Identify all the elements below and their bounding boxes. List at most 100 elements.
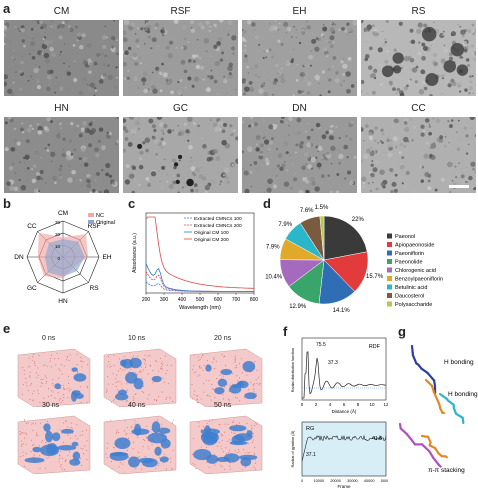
absorbance-series-4 <box>145 216 254 289</box>
radar-tick-0: 0 <box>57 256 60 261</box>
pie-label-4: 12.9% <box>289 304 307 310</box>
absorbance-series-2 <box>145 271 254 292</box>
radar-axis-label-eh: EH <box>102 254 111 261</box>
legend-label-original: Original <box>96 220 115 226</box>
md-time-label: 30 ns <box>42 402 60 409</box>
rg-curve <box>301 434 387 462</box>
tem-title-hn: HN <box>54 103 69 114</box>
interaction-label-h-bond-2: H bonding <box>448 391 478 398</box>
radar-axis-label-rs: RS <box>90 285 100 292</box>
rdf-curve <box>302 351 387 399</box>
md-snapshot <box>103 348 177 407</box>
rg-end: 41.8 <box>372 436 382 442</box>
legend-label-3: Paeoniflorin <box>395 251 424 257</box>
legend-label-1: Paeonol <box>395 234 415 240</box>
radar-tick-20: 20 <box>55 232 61 237</box>
legend-swatch-1 <box>387 233 392 239</box>
tem-title-rs: RS <box>411 6 426 17</box>
legend-label-7: Betulinic acid <box>395 285 427 291</box>
tem-image-eh <box>242 20 357 112</box>
pie-label-3: 14.1% <box>333 308 351 314</box>
rg-xtick-20000: 20000 <box>330 479 341 483</box>
xtick-700: 700 <box>232 297 241 303</box>
absorbance-series-3 <box>145 263 254 292</box>
legend-label-6: Benzoylpaeoniflorin <box>395 277 443 283</box>
panel-label-a: a <box>3 1 11 16</box>
rdf-xtick-6: 6 <box>343 402 346 407</box>
md-time-label: 20 ns <box>214 335 232 342</box>
interaction-label-h-bond-1: H bonding <box>444 359 474 366</box>
legend-label-8: Daucosterol <box>395 294 424 300</box>
legend-label-4: Paeonolide <box>395 260 423 266</box>
pie-slice-paeonol <box>323 215 368 261</box>
pie-label-8: 7.6% <box>300 208 314 214</box>
legend-swatch-nc <box>88 213 94 217</box>
rdf-peak-2: 37.3 <box>328 360 338 366</box>
md-time-label: 0 ns <box>42 335 56 342</box>
y-axis-label: Absorbance (a.u.) <box>132 233 138 273</box>
rdf-xtick-8: 8 <box>357 402 360 407</box>
radar-axis-label-rsf: RSF <box>88 223 101 230</box>
legend-label-nc: NC <box>96 213 104 219</box>
radar-tick-30: 30 <box>55 220 61 225</box>
legend-absorbance-2: Extracted CMNCs 200 <box>194 223 242 229</box>
xtick-300: 300 <box>160 297 169 303</box>
md-snapshot <box>17 415 91 474</box>
rg-start: 37.1 <box>306 452 316 458</box>
xtick-400: 400 <box>178 297 187 303</box>
legend-swatch-9 <box>387 301 392 307</box>
tem-image-cc <box>361 117 476 209</box>
panel-label-c: c <box>128 196 136 211</box>
pie-label-7: 7.9% <box>278 222 292 228</box>
rdf-xtick-0: 0 <box>301 402 304 407</box>
radar-axis-label-dn: DN <box>14 254 24 261</box>
xtick-500: 500 <box>196 297 205 303</box>
panel-label-f: f <box>283 324 288 339</box>
tem-title-cc: CC <box>411 103 426 114</box>
legend-absorbance-4: Original CM 200 <box>194 237 229 243</box>
legend-absorbance-1: Extracted CMNCs 100 <box>194 216 242 222</box>
legend-swatch-original <box>88 220 94 224</box>
rdf-xtick-10: 10 <box>369 402 375 407</box>
legend-label-2: Apiopaeonoside <box>395 243 434 249</box>
tem-image-rs <box>361 20 476 112</box>
rg-title: RG <box>306 426 314 432</box>
rg-xtick-50000: 50000 <box>381 479 388 483</box>
rdf-xlabel: Distance (Å) <box>332 408 357 414</box>
rdf-xtick-4: 4 <box>329 402 332 407</box>
md-time-label: 40 ns <box>128 402 146 409</box>
rdf-xtick-12: 12 <box>383 402 388 407</box>
tem-image-cm <box>4 20 119 112</box>
tem-image-rsf <box>123 20 238 112</box>
xtick-200: 200 <box>142 297 151 303</box>
tem-image-hn <box>4 117 119 209</box>
legend-absorbance-3: Original CM 100 <box>194 230 229 236</box>
rg-xtick-10000: 10000 <box>314 479 325 483</box>
rdf-peak-1: 75.5 <box>316 342 326 348</box>
rg-xlabel: Frame <box>337 484 350 489</box>
absorbance-chart: 200 300 400 500 600 700 800 Wavelength (nm) Abso… <box>132 212 258 311</box>
md-snapshot <box>17 348 91 407</box>
panel-label-b: b <box>3 196 11 211</box>
rg-ylabel: Radius of gyration (Å) <box>290 430 295 467</box>
legend-swatch-4 <box>387 259 392 264</box>
tem-title-cm: CM <box>53 6 70 17</box>
panel-label-d: d <box>263 196 271 211</box>
tem-image-gc <box>123 117 238 209</box>
molecular-interaction-diagram: H bonding H bonding π-π stacking <box>398 344 478 474</box>
rdf-frame <box>301 337 387 401</box>
tem-title-dn: DN <box>292 103 307 114</box>
tem-title-eh: EH <box>292 6 307 17</box>
rdf-xtick-2: 2 <box>315 402 318 407</box>
radar-series-original <box>45 239 85 277</box>
legend-swatch-3 <box>387 250 392 256</box>
md-time-label: 10 ns <box>128 335 146 342</box>
legend-swatch-8 <box>387 293 392 298</box>
md-snapshot <box>103 415 177 474</box>
tem-title-rsf: RSF <box>170 6 191 17</box>
tem-image-dn <box>242 117 357 209</box>
rg-xtick-30000: 30000 <box>347 479 358 483</box>
legend-swatch-2 <box>387 242 392 247</box>
xtick-600: 600 <box>214 297 223 303</box>
